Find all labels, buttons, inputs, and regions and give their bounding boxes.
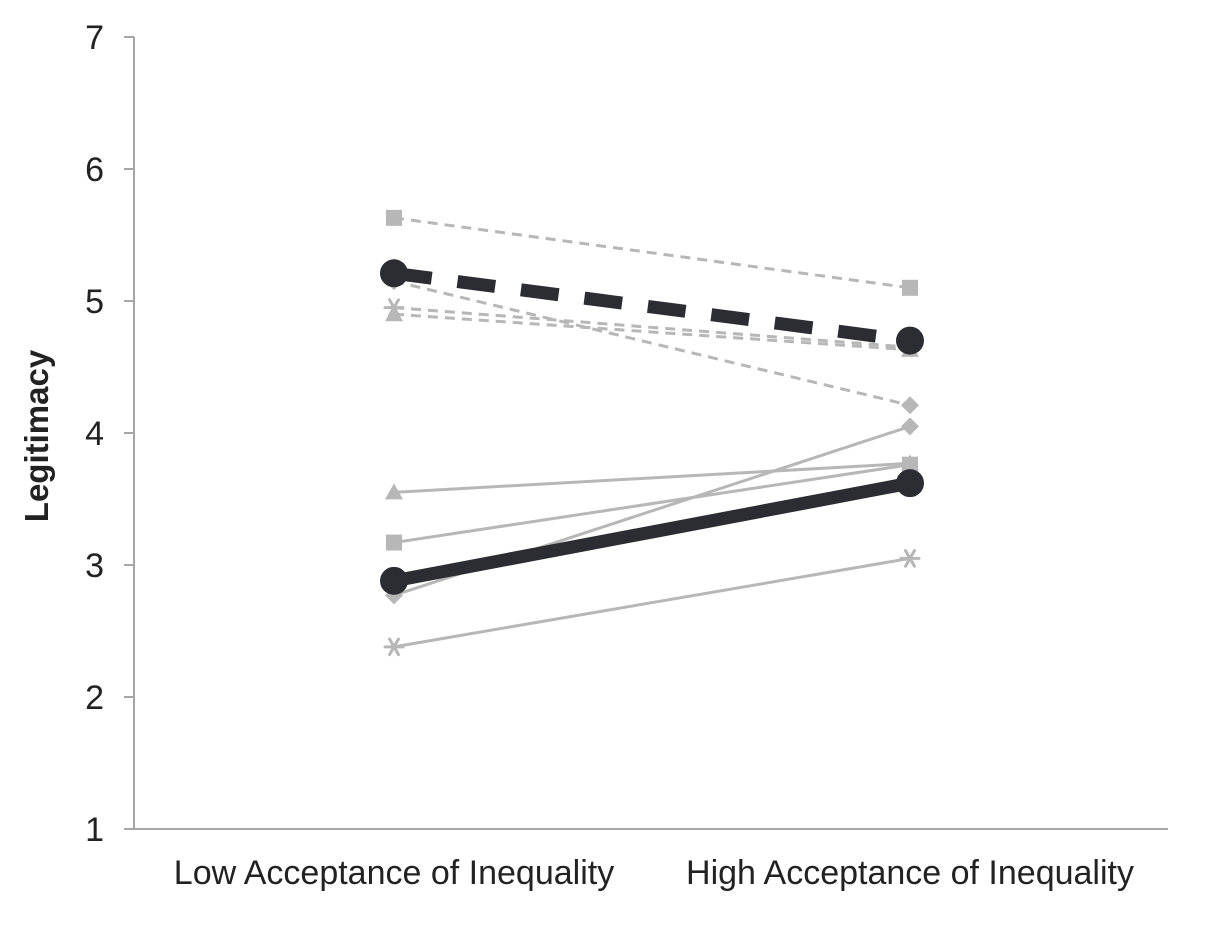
data-point [901, 396, 919, 415]
axes: 1 2 3 4 5 6 7 [85, 19, 1168, 849]
series-line [393, 556, 911, 649]
y-tick-label: 5 [85, 283, 104, 321]
data-point [385, 305, 403, 322]
y-axis-title: Legitimacy [18, 349, 55, 522]
series-layer [380, 209, 924, 657]
x-category-labels: Low Acceptance of Inequality High Accepta… [174, 854, 1134, 892]
series-line [393, 312, 911, 352]
data-point [380, 259, 408, 288]
series-6 [386, 456, 918, 551]
y-tick-label: 6 [85, 151, 104, 189]
data-point [380, 566, 408, 595]
series-line [393, 306, 911, 349]
series-1 [386, 209, 918, 296]
data-point [386, 209, 402, 226]
series-line [393, 216, 911, 290]
data-point [383, 637, 405, 657]
data-point [385, 483, 403, 500]
series-8 [383, 549, 921, 657]
y-tick-label: 1 [85, 811, 104, 849]
series-7 [385, 417, 919, 605]
data-point [902, 456, 918, 473]
data-point [896, 326, 924, 355]
y-ticks: 1 2 3 4 5 6 7 [85, 19, 134, 849]
data-point [899, 549, 921, 568]
series-10 [380, 469, 924, 595]
y-tick-label: 7 [85, 19, 104, 57]
series-line [393, 463, 911, 545]
y-tick-label: 2 [85, 679, 104, 717]
x-category-label: Low Acceptance of Inequality [174, 854, 614, 892]
series-line [393, 461, 911, 494]
data-point [896, 469, 924, 498]
data-point [386, 534, 402, 551]
y-tick-label: 4 [85, 415, 104, 453]
series-line [393, 279, 911, 407]
series-line [393, 266, 911, 348]
series-9 [380, 259, 924, 355]
x-category-label: High Acceptance of Inequality [686, 854, 1134, 892]
y-tick-label: 3 [85, 547, 104, 585]
series-line [392, 476, 912, 588]
data-point [902, 279, 918, 296]
data-point [901, 417, 919, 436]
